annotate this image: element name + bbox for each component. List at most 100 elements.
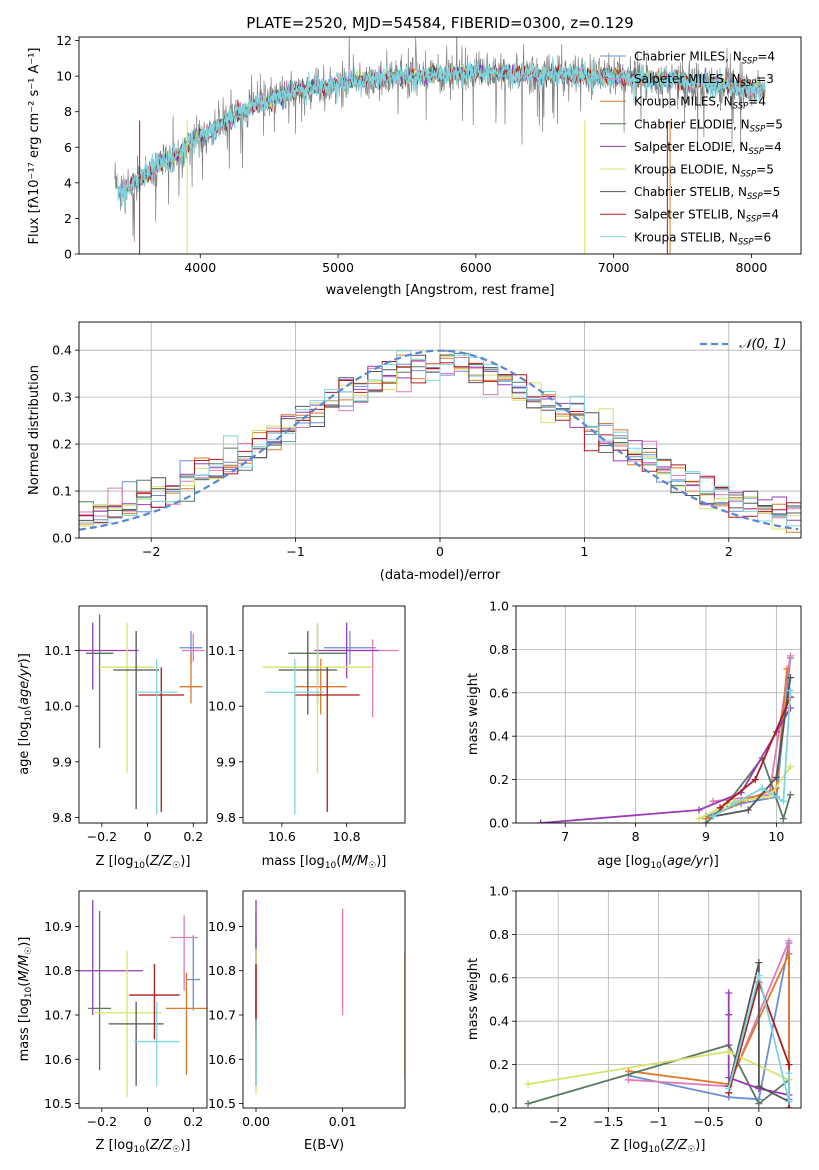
x-tick-label: 4000	[184, 260, 216, 275]
weight-marker	[755, 1082, 763, 1090]
y-tick-label: 0.2	[489, 772, 509, 787]
y-axis-label: Normed distribution	[27, 365, 42, 495]
weight-marker	[755, 972, 763, 980]
label-part: (	[17, 705, 32, 710]
x-tick-label: 0	[144, 1114, 152, 1129]
legend-tail: =3	[756, 72, 774, 86]
legend-text: Kroupa ELODIE, N	[634, 163, 741, 177]
x-tick-label: 0.2	[183, 1114, 203, 1129]
weight-marker	[785, 1104, 793, 1108]
x-tick-label: 9	[702, 829, 710, 844]
label-part: Z [log	[96, 1138, 134, 1153]
legend-sub: SSP	[750, 124, 766, 134]
label-part: age/yr	[667, 854, 710, 869]
legend-tail: =5	[765, 117, 783, 131]
model-spectrum	[128, 63, 766, 195]
x-tick-label: 0	[755, 1114, 763, 1129]
y-tick-label: 10.8	[44, 963, 72, 978]
weight-line	[712, 677, 792, 818]
x-tick-label: −1	[649, 1114, 667, 1129]
x-tick-label: −1.5	[593, 1114, 623, 1129]
label-part: M/M	[341, 854, 368, 869]
x-tick-label: 0.00	[242, 1114, 270, 1129]
y-tick-label: 12	[56, 33, 72, 48]
error-bar-point	[79, 622, 139, 690]
legend-text: Chabrier STELIB, N	[634, 185, 747, 199]
error-bar-point	[79, 899, 143, 1015]
y-tick-label: 2	[64, 211, 72, 226]
label-part: 10	[325, 861, 337, 871]
error-bar-point	[138, 667, 185, 812]
y-tick-label: 0.0	[489, 1101, 509, 1116]
y-tick-label: 10.1	[44, 643, 72, 658]
label-part: age [log	[597, 854, 650, 869]
error-bar-point	[113, 631, 159, 810]
y-tick-label: 10.7	[208, 1008, 236, 1023]
label-part: )]	[695, 1138, 705, 1153]
weight-marker	[725, 1011, 733, 1019]
y-tick-label: 1.0	[489, 599, 509, 614]
axes-frame	[515, 605, 802, 824]
y-tick-label: 0.6	[489, 685, 509, 700]
weight-marker	[786, 687, 794, 695]
legend-sub: SSP	[746, 215, 762, 225]
y-tick-label: 10.1	[208, 643, 236, 658]
panel-mass-vs-Z: −0.2 0 0.2 10.5 10.6 10.7 10.8 10.9	[44, 890, 208, 1129]
legend-sub: SSP	[748, 147, 764, 157]
weight-marker	[751, 776, 759, 784]
legend-tail: =4	[764, 140, 782, 154]
x-axis-label: (data-model)/error	[380, 568, 501, 583]
x-axis-label: age [log10(age/yr)]	[597, 854, 719, 871]
weight-marker	[709, 812, 717, 820]
axes-frame	[515, 890, 802, 1109]
x-tick-label: −1	[286, 544, 304, 559]
weight-marker	[524, 1080, 532, 1088]
weight-marker	[730, 799, 738, 807]
weight-marker	[725, 989, 733, 997]
label-part: Z/Z	[149, 1138, 173, 1153]
y-tick-label: 9.9	[52, 754, 72, 769]
plot-area	[79, 899, 207, 1097]
weight-marker	[758, 784, 766, 792]
legend-tail: =6	[754, 230, 772, 244]
weight-marker	[786, 704, 794, 712]
y-tick-label: 0.4	[489, 1014, 509, 1029]
error-bar-point	[324, 631, 376, 665]
error-bar-point	[179, 653, 203, 704]
best-model-spectrum	[117, 56, 766, 208]
y-tick-label: 6	[64, 140, 72, 155]
legend: 𝒩(0, 1)	[700, 337, 786, 352]
axes-frame	[78, 890, 208, 1109]
label-part: Z [log	[611, 1138, 649, 1153]
weight-marker	[779, 815, 787, 823]
error-bar-point	[108, 1001, 164, 1086]
label-part: 10	[133, 861, 145, 871]
weight-marker	[744, 806, 752, 814]
legend-text: Chabrier ELODIE, N	[634, 117, 750, 131]
chart-title: PLATE=2520, MJD=54584, FIBERID=0300, z=0…	[246, 14, 633, 32]
legend-sub: SSP	[733, 102, 749, 112]
panel-weight-vs-age: 7 8 9 10 0.0 0.2 0.4 0.6 0.8 1.0	[489, 599, 802, 844]
axes-frame	[242, 890, 406, 1109]
x-tick-label: 0	[436, 544, 444, 559]
x-axis-label: Z [log10(Z/Z☉)]	[611, 1138, 706, 1155]
plot-area	[262, 622, 399, 815]
y-tick-label: 0.2	[489, 1057, 509, 1072]
label-part: age/yr	[17, 662, 32, 705]
weight-marker	[786, 763, 794, 771]
x-tick-label: 2	[725, 544, 733, 559]
error-bar-point	[265, 658, 324, 815]
weight-marker	[624, 1067, 632, 1075]
legend-label: Kroupa STELIB, NSSP=6	[634, 230, 771, 247]
y-tick-label: 0.6	[489, 970, 509, 985]
histogram-step	[79, 350, 801, 527]
error-bar-point	[85, 614, 114, 748]
y-tick-label: 0.0	[489, 816, 509, 831]
plot-area	[79, 322, 801, 538]
weight-marker	[695, 815, 703, 823]
label-part: )]	[376, 854, 386, 869]
error-bar-point	[294, 667, 360, 812]
label-part: ☉	[172, 1145, 180, 1155]
weight-marker	[755, 959, 763, 967]
